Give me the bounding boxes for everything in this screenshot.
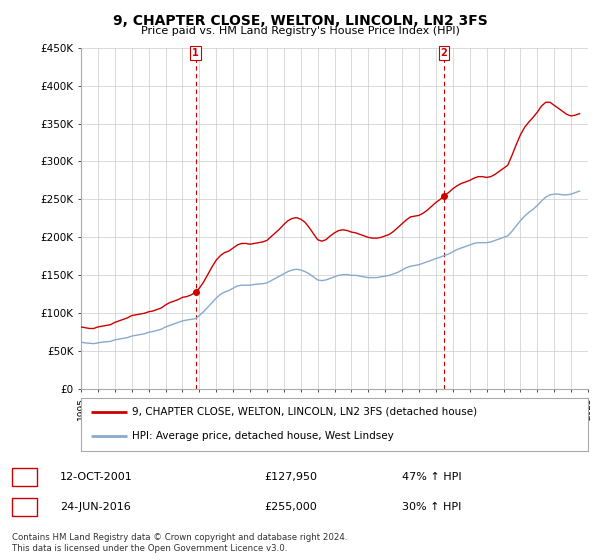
Text: 30% ↑ HPI: 30% ↑ HPI bbox=[402, 502, 461, 512]
Text: £127,950: £127,950 bbox=[264, 472, 317, 482]
Text: 9, CHAPTER CLOSE, WELTON, LINCOLN, LN2 3FS: 9, CHAPTER CLOSE, WELTON, LINCOLN, LN2 3… bbox=[113, 14, 487, 28]
Text: 1: 1 bbox=[21, 472, 28, 482]
Text: 47% ↑ HPI: 47% ↑ HPI bbox=[402, 472, 461, 482]
Text: HPI: Average price, detached house, West Lindsey: HPI: Average price, detached house, West… bbox=[132, 431, 394, 441]
Text: Price paid vs. HM Land Registry's House Price Index (HPI): Price paid vs. HM Land Registry's House … bbox=[140, 26, 460, 36]
Text: Contains HM Land Registry data © Crown copyright and database right 2024.
This d: Contains HM Land Registry data © Crown c… bbox=[12, 533, 347, 553]
Text: 24-JUN-2016: 24-JUN-2016 bbox=[60, 502, 131, 512]
Text: 12-OCT-2001: 12-OCT-2001 bbox=[60, 472, 133, 482]
Text: £255,000: £255,000 bbox=[264, 502, 317, 512]
Text: 1: 1 bbox=[193, 48, 199, 58]
Text: 9, CHAPTER CLOSE, WELTON, LINCOLN, LN2 3FS (detached house): 9, CHAPTER CLOSE, WELTON, LINCOLN, LN2 3… bbox=[132, 407, 477, 417]
Text: 2: 2 bbox=[21, 502, 28, 512]
Text: 2: 2 bbox=[440, 48, 448, 58]
